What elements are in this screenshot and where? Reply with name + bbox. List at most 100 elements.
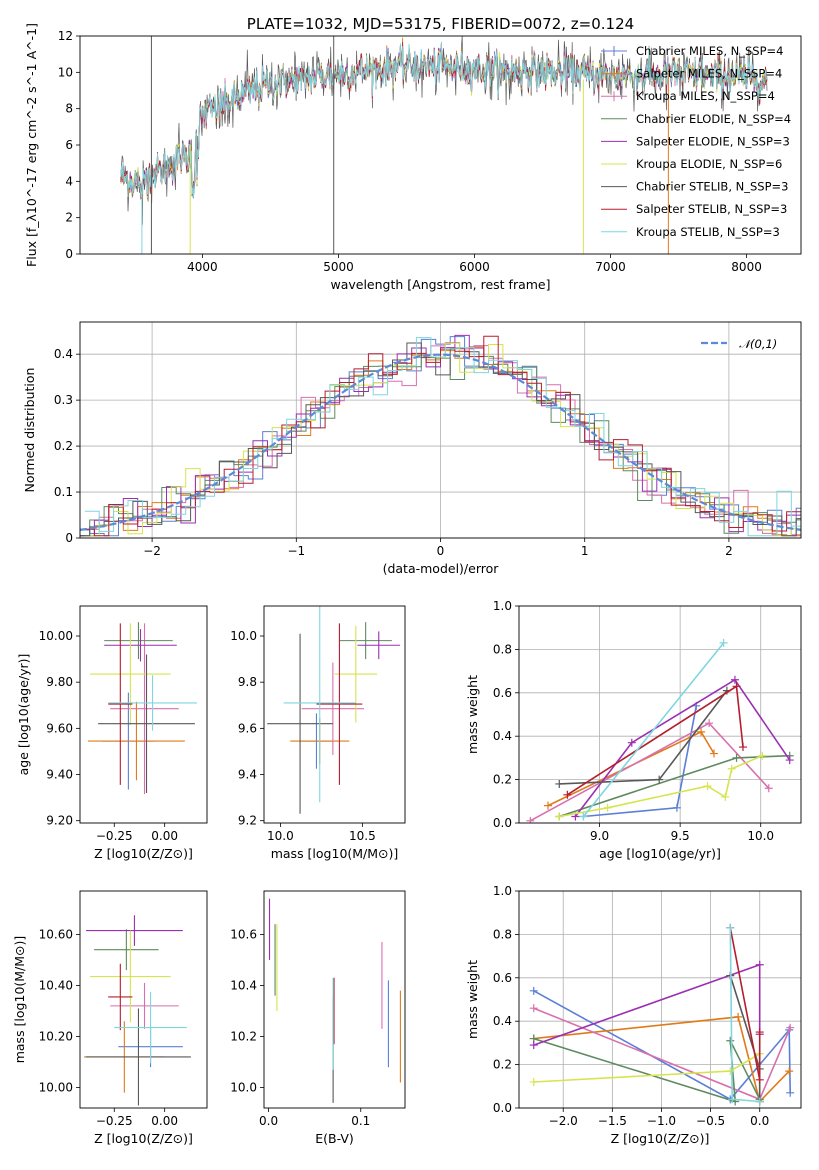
data-point	[732, 682, 741, 691]
y-tick-label: 10.00	[39, 1081, 73, 1095]
series-line-2	[533, 1007, 791, 1101]
x-axis-label: wavelength [Angstrom, rest frame]	[330, 277, 550, 292]
axes-frame	[518, 605, 802, 824]
y-tick-label: 10.0	[230, 1081, 257, 1095]
y-tick-label: 0.0	[493, 816, 512, 830]
y-tick-label: 1.0	[493, 599, 512, 613]
y-tick-label: 0.4	[54, 347, 73, 361]
x-axis-label: mass [log10(M/M⊙)]	[271, 846, 399, 861]
data-point	[672, 803, 681, 812]
y-tick-label: 0.6	[493, 686, 512, 700]
y-tick-label: 0.2	[54, 439, 73, 453]
y-tick-label: 10.2	[230, 1030, 257, 1044]
y-tick-label: 4	[65, 174, 73, 188]
x-tick-label: −0.25	[96, 829, 133, 843]
x-tick-label: 1	[581, 544, 589, 558]
y-tick-label: 0	[65, 531, 73, 545]
x-tick-label: 8000	[731, 260, 762, 274]
panel-spectrum: 4000 5000 6000 7000 8000 0 2 4 6 8 10 12 wavelength …	[24, 15, 802, 292]
y-tick-label: 10.0	[230, 629, 257, 643]
y-tick-label: 10	[58, 65, 73, 79]
x-axis-label: Z [log10(Z/Z⊙)]	[94, 846, 193, 861]
panel-age-vs-mass: 10.0 10.5 9.2 9.4 9.6 9.8 10.0 mass [log10(M/M⊙…	[230, 605, 406, 861]
x-tick-label: 9.5	[671, 829, 690, 843]
y-tick-label: 10.40	[39, 978, 73, 992]
x-axis-label: Z [log10(Z/Z⊙)]	[94, 1131, 193, 1146]
panel-massweight-vs-age: 9.0 9.5 10.0 0.0 0.2 0.4 0.6 0.8 1.0 age [log10(a…	[465, 599, 802, 861]
histogram-series-0	[80, 336, 801, 537]
series-line-4	[574, 678, 791, 817]
y-tick-label: 9.6	[238, 721, 257, 735]
legend-entry: 𝒩(0,1)	[739, 337, 777, 351]
y-tick-label: 0.6	[493, 971, 512, 985]
y-tick-label: 9.80	[46, 675, 73, 689]
y-tick-label: 8	[65, 102, 73, 116]
chart-title: PLATE=1032, MJD=53175, FIBERID=0072, z=0…	[247, 15, 634, 33]
y-tick-label: 0.2	[493, 1058, 512, 1072]
y-tick-label: 9.60	[46, 721, 73, 735]
data-point	[758, 751, 767, 760]
y-tick-label: 10.60	[39, 927, 73, 941]
y-tick-label: 9.4	[238, 768, 257, 782]
x-tick-label: 0.00	[151, 829, 178, 843]
data-point	[786, 1023, 795, 1032]
data-point	[732, 753, 741, 762]
data-point	[755, 1075, 764, 1084]
series-line-8	[120, 41, 768, 200]
y-tick-label: 1.0	[493, 884, 512, 898]
x-tick-label: −0.5	[696, 1114, 725, 1128]
y-axis-label: mass weight	[465, 960, 480, 1039]
x-tick-label: −1	[287, 544, 305, 558]
series-line-5	[533, 1052, 761, 1102]
plot-area	[120, 36, 768, 254]
histogram-series-8	[84, 337, 801, 537]
x-tick-label: 10.5	[349, 829, 376, 843]
data-point	[555, 779, 564, 788]
x-tick-label: 2	[725, 544, 733, 558]
data-point	[764, 784, 773, 793]
data-point	[526, 816, 535, 823]
data-point	[785, 756, 794, 765]
y-tick-label: 0	[65, 247, 73, 261]
y-axis-label: Normed distribution	[22, 368, 37, 493]
x-axis-label: Z [log10(Z/Z⊙)]	[611, 1131, 710, 1146]
y-axis-label: mass [log10(M/M⊙)]	[12, 936, 27, 1064]
axes-frame	[518, 890, 802, 1109]
panel-mass-vs-Z: −0.25 0.00 10.00 10.20 10.40 10.60 Z [log10(Z/…	[12, 890, 208, 1146]
series-line-8	[582, 642, 725, 818]
plot-area	[529, 923, 795, 1106]
plot-area	[268, 898, 401, 1103]
x-tick-label: 10.0	[747, 829, 774, 843]
data-point	[755, 1097, 764, 1106]
data-point	[544, 801, 553, 810]
y-tick-label: 0.3	[54, 393, 73, 407]
data-point	[730, 675, 739, 684]
y-tick-label: 0.2	[493, 773, 512, 787]
data-point	[719, 638, 728, 647]
y-tick-label: 9.40	[46, 768, 73, 782]
data-point	[726, 923, 735, 932]
legend-entry: Kroupa MILES, N_SSP=4	[636, 89, 775, 103]
x-tick-label: 5000	[323, 260, 354, 274]
data-point	[705, 719, 714, 728]
legend-entry: Chabrier STELIB, N_SSP=3	[636, 180, 788, 194]
data-point	[703, 782, 712, 791]
series-line-2	[529, 722, 770, 822]
panel-mass-vs-EBV: 0.0 0.1 10.0 10.2 10.4 10.6 E(B-V)	[230, 890, 406, 1146]
x-axis-label: age [log10(age/yr)]	[599, 846, 721, 861]
histogram-series-6	[80, 342, 801, 537]
y-tick-label: 9.20	[46, 814, 73, 828]
histogram-series-2	[84, 342, 801, 536]
plot-area	[88, 622, 197, 795]
panel-massweight-vs-Z: −2.0 −1.5 −1.0 −0.5 0.0 0.0 0.2 0.4 0.6 0.8 1.0 Z […	[465, 884, 802, 1146]
data-point	[579, 812, 588, 821]
y-axis-label: Flux [f_λ10^-17 erg cm^-2 s^-1 A^-1]	[24, 23, 39, 267]
data-point	[529, 986, 538, 995]
y-axis-label: mass weight	[465, 675, 480, 754]
x-tick-label: 0.00	[151, 1114, 178, 1128]
x-tick-label: 0.1	[351, 1114, 370, 1128]
series-line-7	[729, 927, 761, 1080]
panel-age-vs-Z: −0.25 0.00 9.20 9.40 9.60 9.80 10.00 Z [log10(Z…	[16, 605, 208, 861]
x-axis-label: E(B-V)	[315, 1131, 354, 1146]
y-tick-label: 12	[58, 29, 73, 43]
